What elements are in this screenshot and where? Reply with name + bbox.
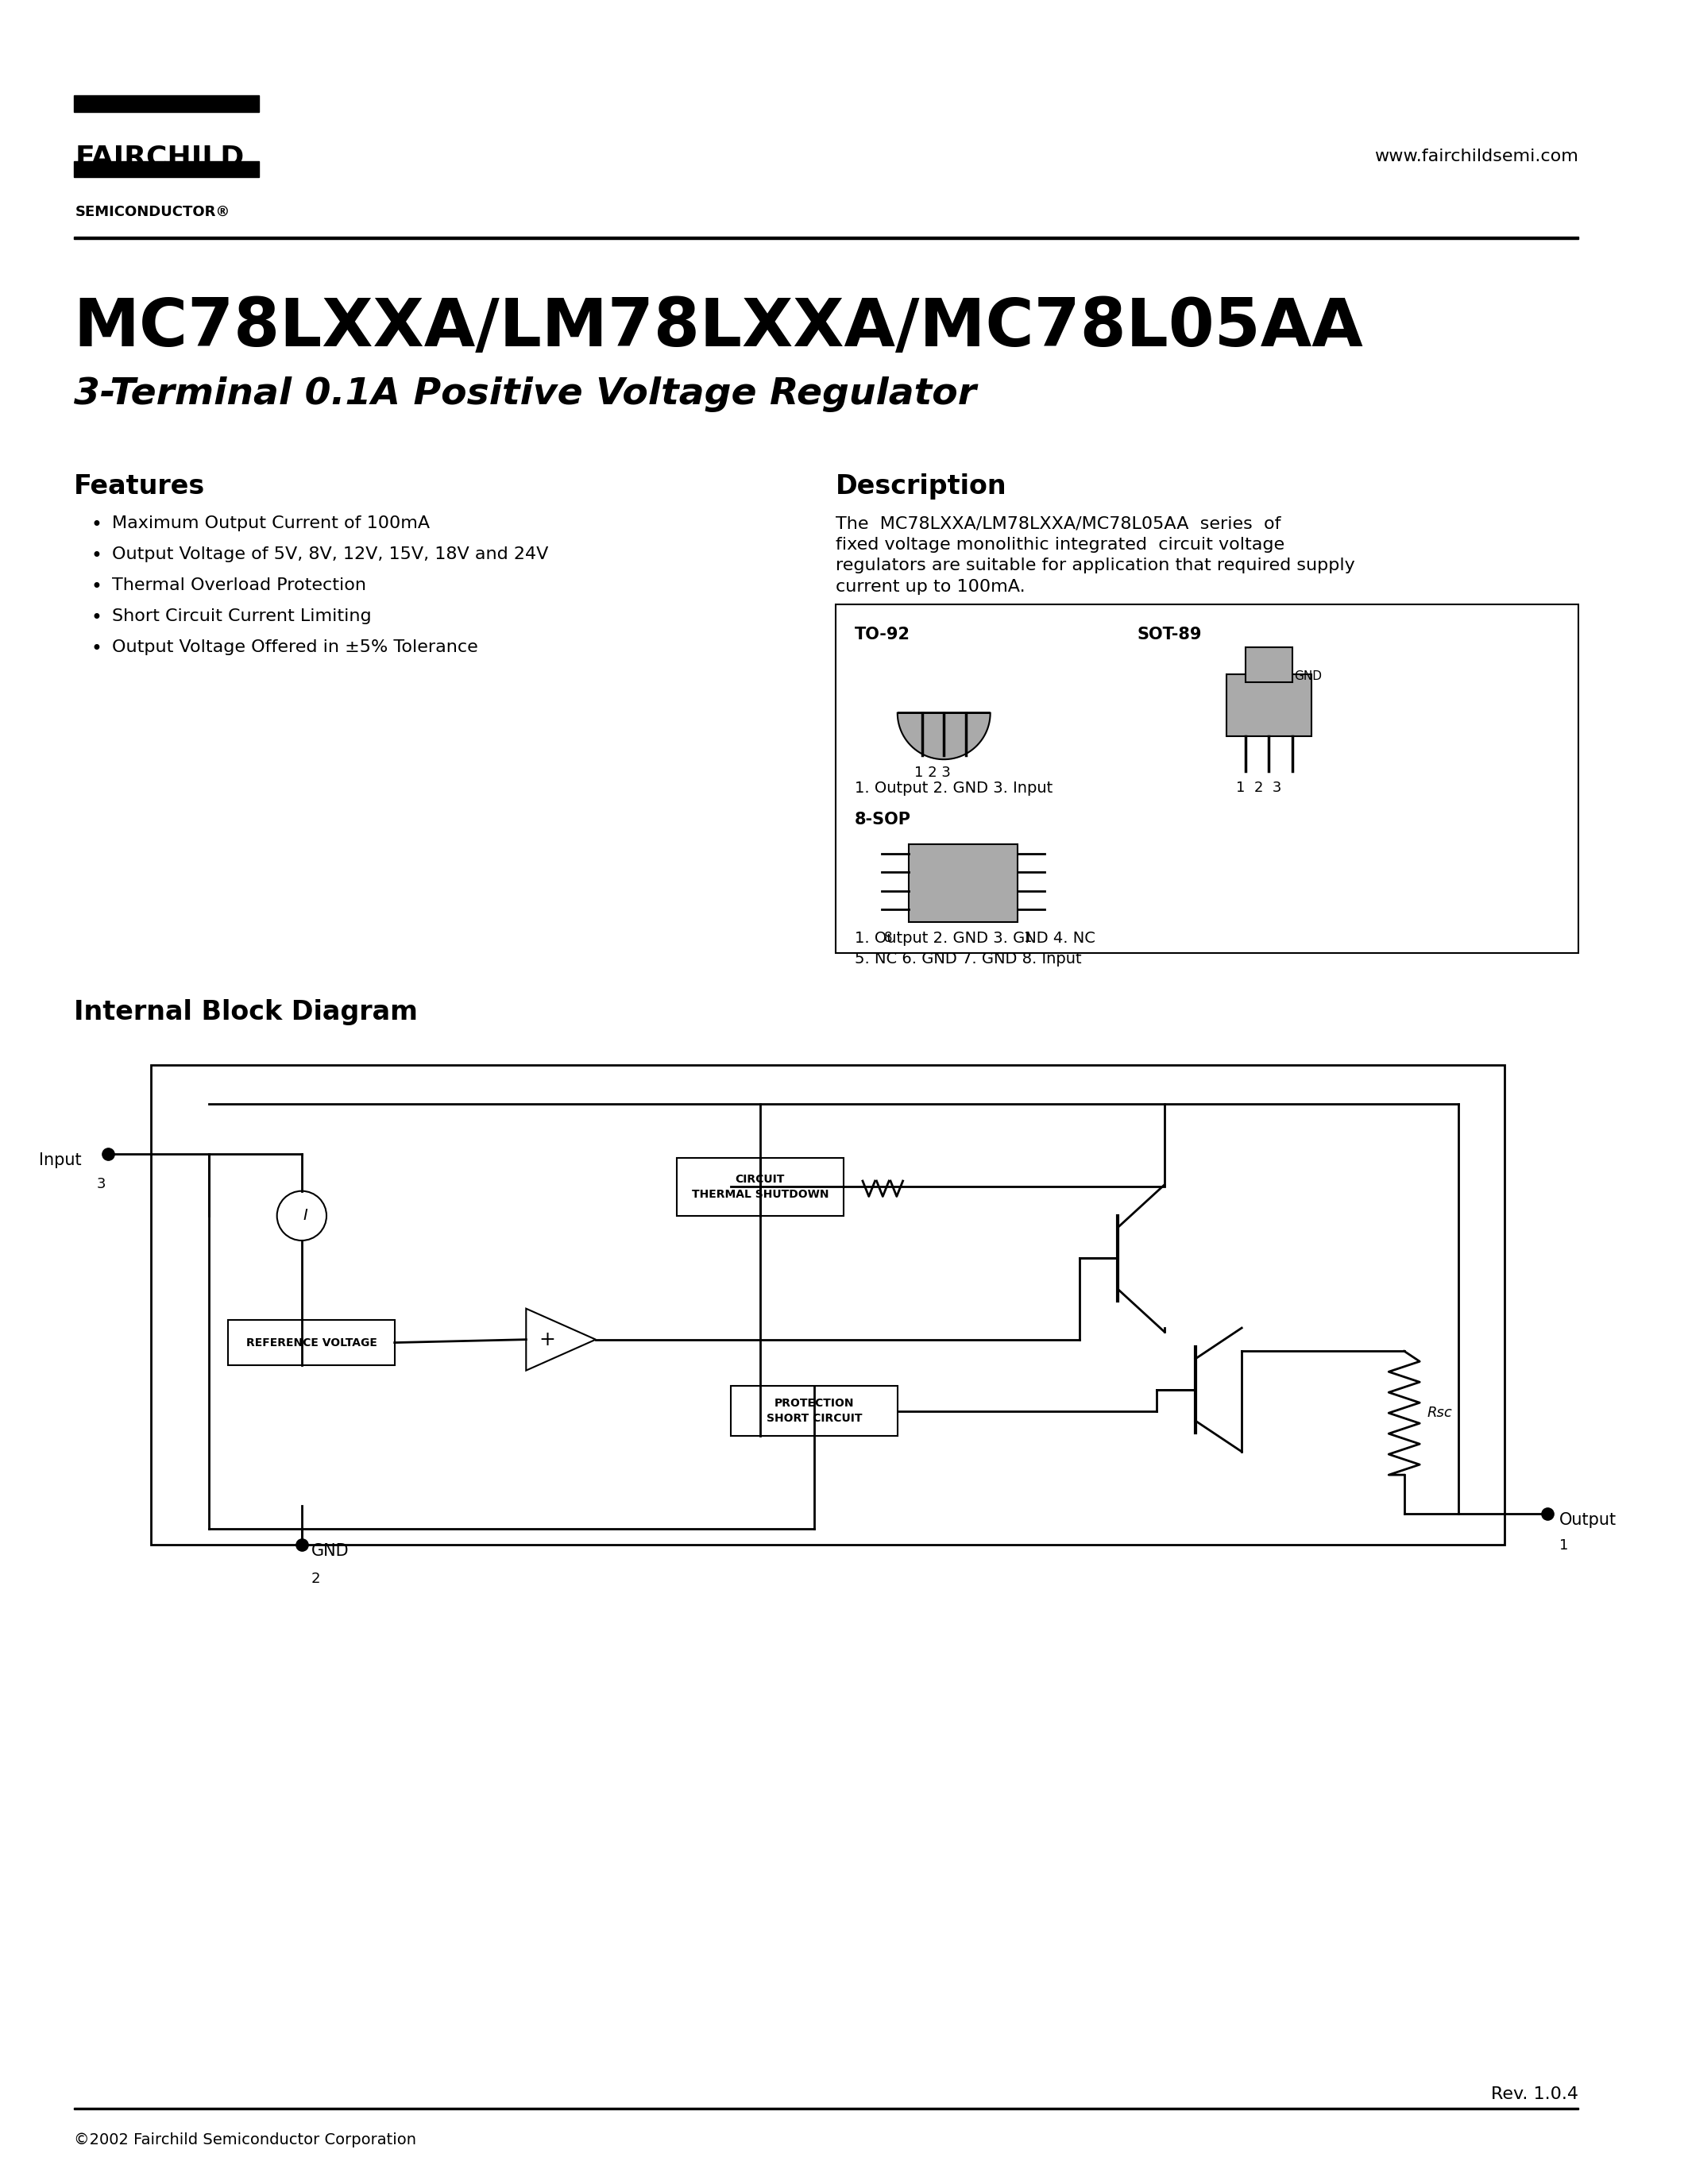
Text: www.fairchildsemi.com: www.fairchildsemi.com bbox=[1374, 149, 1578, 164]
Text: 1 2 3: 1 2 3 bbox=[915, 767, 950, 780]
Text: 1  2  3: 1 2 3 bbox=[1236, 782, 1281, 795]
Bar bbox=[731, 1387, 898, 1437]
Text: MC78LXXA/LM78LXXA/MC78L05AA: MC78LXXA/LM78LXXA/MC78L05AA bbox=[74, 295, 1364, 360]
Bar bbox=[74, 162, 260, 177]
Text: CIRCUIT: CIRCUIT bbox=[736, 1173, 785, 1184]
Bar bbox=[228, 1319, 395, 1365]
Text: GND: GND bbox=[311, 1542, 349, 1559]
Text: SOT-89: SOT-89 bbox=[1138, 627, 1202, 642]
Bar bbox=[74, 236, 1578, 238]
Text: TO-92: TO-92 bbox=[854, 627, 910, 642]
Text: REFERENCE VOLTAGE: REFERENCE VOLTAGE bbox=[246, 1337, 376, 1348]
Polygon shape bbox=[898, 712, 991, 760]
Text: Output Voltage Offered in ±5% Tolerance: Output Voltage Offered in ±5% Tolerance bbox=[111, 640, 478, 655]
Text: •: • bbox=[91, 546, 103, 566]
Text: Input: Input bbox=[39, 1153, 81, 1168]
Text: SEMICONDUCTOR®: SEMICONDUCTOR® bbox=[74, 205, 230, 218]
Text: •: • bbox=[91, 609, 103, 627]
Text: 1: 1 bbox=[1023, 930, 1031, 946]
Text: 3-Terminal 0.1A Positive Voltage Regulator: 3-Terminal 0.1A Positive Voltage Regulat… bbox=[74, 376, 976, 413]
Text: Output: Output bbox=[1560, 1511, 1615, 1527]
Text: 5. NC 6. GND 7. GND 8. Input: 5. NC 6. GND 7. GND 8. Input bbox=[854, 952, 1082, 965]
Bar bbox=[150, 1066, 1504, 1544]
Text: 3: 3 bbox=[96, 1177, 106, 1192]
Text: 8: 8 bbox=[885, 930, 893, 946]
Text: 1: 1 bbox=[1560, 1538, 1568, 1553]
Text: 1. Output 2. GND 3. Input: 1. Output 2. GND 3. Input bbox=[854, 782, 1053, 797]
Text: 8-SOP: 8-SOP bbox=[854, 812, 912, 828]
Text: Rev. 1.0.4: Rev. 1.0.4 bbox=[1491, 2086, 1578, 2101]
Text: Internal Block Diagram: Internal Block Diagram bbox=[74, 998, 417, 1024]
Text: The  MC78LXXA/LM78LXXA/MC78L05AA  series  of
fixed voltage monolithic integrated: The MC78LXXA/LM78LXXA/MC78L05AA series o… bbox=[836, 515, 1355, 594]
Text: Thermal Overload Protection: Thermal Overload Protection bbox=[111, 577, 366, 594]
Text: Short Circuit Current Limiting: Short Circuit Current Limiting bbox=[111, 609, 371, 625]
Text: ©2002 Fairchild Semiconductor Corporation: ©2002 Fairchild Semiconductor Corporatio… bbox=[74, 2132, 415, 2147]
Text: SHORT CIRCUIT: SHORT CIRCUIT bbox=[766, 1413, 863, 1424]
Text: Maximum Output Current of 100mA: Maximum Output Current of 100mA bbox=[111, 515, 430, 531]
Text: FAIRCHILD: FAIRCHILD bbox=[74, 144, 245, 173]
Text: Rsc: Rsc bbox=[1428, 1406, 1453, 1420]
Text: Output Voltage of 5V, 8V, 12V, 15V, 18V and 24V: Output Voltage of 5V, 8V, 12V, 15V, 18V … bbox=[111, 546, 549, 563]
Text: GND: GND bbox=[1295, 670, 1322, 681]
Polygon shape bbox=[527, 1308, 596, 1372]
Bar bbox=[677, 1158, 844, 1216]
Bar bbox=[1225, 675, 1312, 736]
Bar bbox=[836, 605, 1578, 952]
Text: •: • bbox=[91, 640, 103, 660]
Text: •: • bbox=[91, 515, 103, 535]
Bar bbox=[74, 94, 260, 111]
Text: Features: Features bbox=[74, 474, 204, 500]
Text: THERMAL SHUTDOWN: THERMAL SHUTDOWN bbox=[692, 1188, 829, 1199]
Text: I: I bbox=[304, 1208, 307, 1223]
Text: +: + bbox=[538, 1330, 555, 1350]
Text: 1. Output 2. GND 3. GND 4. NC: 1. Output 2. GND 3. GND 4. NC bbox=[854, 930, 1096, 946]
Text: •: • bbox=[91, 577, 103, 596]
Text: Description: Description bbox=[836, 474, 1006, 500]
Bar bbox=[1246, 646, 1291, 681]
Text: PROTECTION: PROTECTION bbox=[775, 1398, 854, 1409]
Bar bbox=[910, 845, 1018, 922]
Text: 2: 2 bbox=[311, 1572, 321, 1586]
